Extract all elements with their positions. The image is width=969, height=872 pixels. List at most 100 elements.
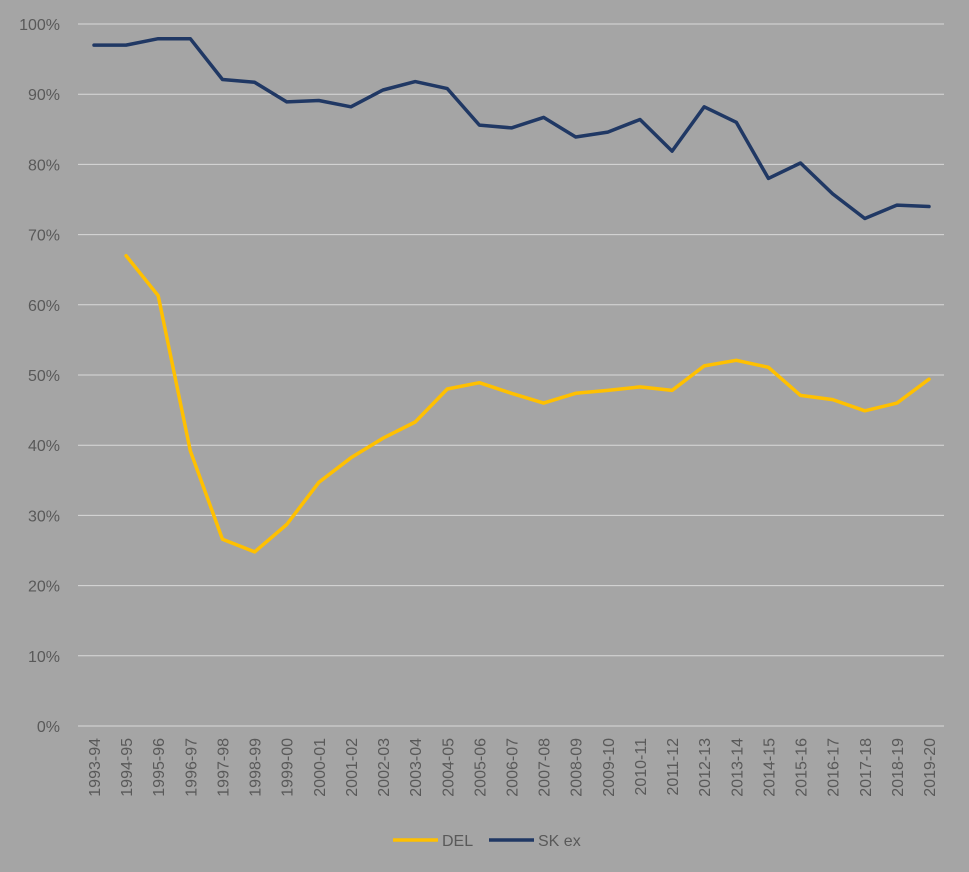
x-tick-label: 2011-12 (665, 738, 682, 796)
data-point (542, 115, 546, 119)
x-tick-label: 2001-02 (344, 738, 361, 797)
data-point (349, 456, 353, 460)
data-point (831, 192, 835, 196)
data-point (381, 88, 385, 92)
data-point (638, 117, 642, 121)
data-point (766, 365, 770, 369)
data-point (349, 105, 353, 109)
data-point (574, 391, 578, 395)
data-point (799, 161, 803, 165)
data-point (220, 537, 224, 541)
data-point (188, 37, 192, 41)
data-point (927, 377, 931, 381)
y-tick-label: 70% (28, 228, 60, 245)
data-point (220, 77, 224, 81)
data-point (734, 120, 738, 124)
data-point (124, 43, 128, 47)
data-point (285, 523, 289, 527)
data-point (574, 135, 578, 139)
data-point (638, 385, 642, 389)
x-tick-label: 2019-20 (922, 738, 939, 797)
x-tick-label: 2002-03 (376, 738, 393, 797)
data-point (766, 176, 770, 180)
data-point (477, 381, 481, 385)
y-tick-label: 30% (28, 508, 60, 525)
data-point (445, 387, 449, 391)
data-point (863, 409, 867, 413)
series-line (124, 253, 931, 554)
x-tick-label: 1999-00 (280, 738, 297, 797)
y-tick-label: 80% (28, 157, 60, 174)
data-point (702, 364, 706, 368)
x-tick-label: 2010-11 (633, 738, 650, 796)
legend-item: SK ex (489, 833, 581, 850)
x-tick-label: 1994-95 (119, 738, 136, 797)
data-point (863, 216, 867, 220)
legend: DEL SK ex (393, 833, 581, 850)
legend-label: DEL (442, 833, 473, 850)
data-point (670, 388, 674, 392)
data-point (831, 398, 835, 402)
x-tick-label: 2017-18 (858, 738, 875, 797)
data-point (799, 393, 803, 397)
x-tick-label: 2004-05 (440, 738, 457, 797)
data-point (510, 126, 514, 130)
x-tick-label: 2006-07 (505, 738, 522, 797)
data-point (927, 205, 931, 209)
data-point (477, 123, 481, 127)
series-del (124, 253, 931, 554)
series-line (92, 36, 931, 221)
data-point (253, 550, 257, 554)
y-tick-label: 60% (28, 298, 60, 315)
data-point (606, 130, 610, 134)
data-point (381, 436, 385, 440)
data-point (124, 254, 128, 258)
series-sk-ex (92, 36, 931, 221)
x-tick-label: 1998-99 (248, 738, 265, 797)
data-point (895, 401, 899, 405)
data-point (734, 358, 738, 362)
y-axis-tick-labels: 0% 10% 20% 30% 40% 50% 60% 70% 80% 90% 100% (19, 17, 60, 736)
data-point (542, 401, 546, 405)
data-point (670, 149, 674, 153)
series-lines (92, 36, 931, 554)
data-point (317, 480, 321, 484)
data-point (510, 391, 514, 395)
data-point (606, 388, 610, 392)
x-tick-label: 2009-10 (601, 738, 618, 797)
data-point (156, 37, 160, 41)
x-tick-label: 1997-98 (215, 738, 232, 797)
data-point (156, 294, 160, 298)
y-tick-label: 40% (28, 438, 60, 455)
x-tick-label: 1995-96 (151, 738, 168, 797)
x-tick-label: 2015-16 (794, 738, 811, 797)
x-tick-label: 1993-94 (87, 738, 104, 797)
x-tick-label: 2016-17 (826, 738, 843, 797)
x-tick-label: 2005-06 (472, 738, 489, 797)
x-tick-label: 1996-97 (183, 738, 200, 797)
data-point (445, 87, 449, 91)
y-tick-label: 100% (19, 17, 60, 34)
data-point (702, 105, 706, 109)
y-tick-label: 10% (28, 649, 60, 666)
y-tick-label: 20% (28, 579, 60, 596)
data-point (895, 203, 899, 207)
x-tick-label: 2003-04 (408, 738, 425, 797)
data-point (413, 420, 417, 424)
y-tick-label: 50% (28, 368, 60, 385)
data-point (413, 80, 417, 84)
x-tick-label: 2000-01 (312, 738, 329, 797)
y-tick-label: 0% (37, 719, 60, 736)
data-point (92, 43, 96, 47)
x-tick-label: 2012-13 (697, 738, 714, 797)
gridlines (78, 23, 944, 727)
x-tick-label: 2008-09 (569, 738, 586, 797)
x-tick-label: 2007-08 (537, 738, 554, 797)
data-point (188, 449, 192, 453)
y-tick-label: 90% (28, 87, 60, 104)
x-tick-label: 2014-15 (761, 738, 778, 797)
data-point (285, 100, 289, 104)
